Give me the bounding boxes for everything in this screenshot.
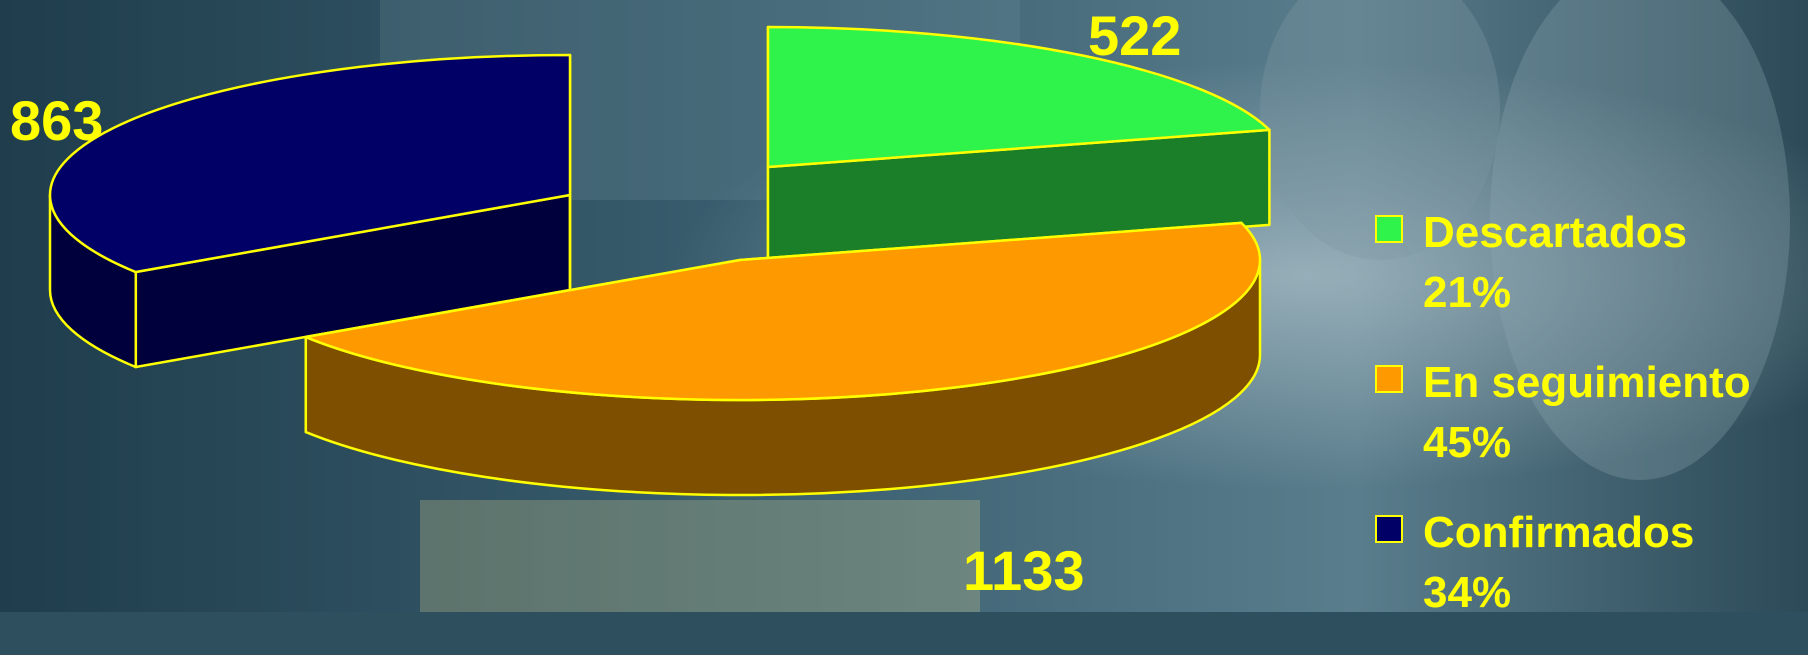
- legend-label-confirmados: Confirmados: [1423, 508, 1695, 557]
- legend-label-descartados: Descartados: [1423, 208, 1688, 257]
- pie-slice-en-seguimiento: [304, 221, 1262, 497]
- legend-swatch-descartados: [1375, 215, 1403, 243]
- data-label-descartados: 522: [1088, 4, 1182, 67]
- slice-top-descartados: [766, 25, 1271, 169]
- legend-percent-descartados: 21%: [1423, 268, 1512, 317]
- pie-slice-confirmados: [48, 53, 572, 369]
- legend-item-confirmados: Confirmados 34%: [1375, 505, 1795, 655]
- legend-swatch-confirmados: [1375, 515, 1403, 543]
- data-label-confirmados: 863: [10, 89, 104, 152]
- legend: Descartados 21% En seguimiento 45% Confi…: [1375, 205, 1795, 655]
- legend-percent-en-seguimiento: 45%: [1423, 418, 1512, 467]
- slice-top-confirmados: [48, 53, 572, 274]
- legend-item-en-seguimiento: En seguimiento 45%: [1375, 355, 1795, 505]
- chart-canvas: [0, 0, 1808, 612]
- legend-item-descartados: Descartados 21%: [1375, 205, 1795, 355]
- data-label-en-seguimiento: 1133: [963, 539, 1085, 602]
- legend-percent-confirmados: 34%: [1423, 568, 1512, 617]
- pie-chart: [48, 25, 1271, 497]
- slice-top-en-seguimiento: [304, 221, 1262, 402]
- legend-label-en-seguimiento: En seguimiento: [1423, 358, 1751, 407]
- legend-swatch-en-seguimiento: [1375, 365, 1403, 393]
